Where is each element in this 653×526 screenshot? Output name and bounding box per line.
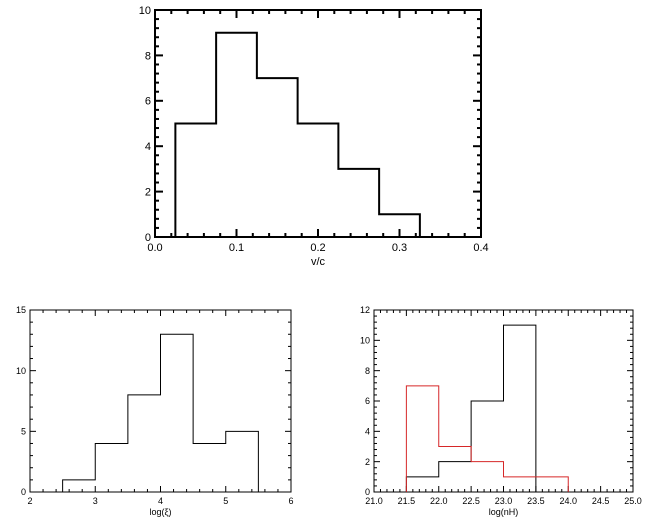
- x-tick-label: 23.0: [495, 496, 513, 506]
- velocity-histogram-series-0-bar: [216, 33, 257, 237]
- nh-histogram-panel: 21.0 21.5 22.0 22.5 23.0 23.5 24.0 24.5 25.0 0 2 4 6…: [360, 305, 642, 517]
- nh-histogram-series-0-bar: [504, 325, 536, 492]
- y-tick-label: 0: [21, 487, 26, 497]
- x-tick-label: 25.0: [624, 496, 642, 506]
- velocity-histogram-series-0-outline: [174, 31, 421, 237]
- x-tick-label: 2: [27, 496, 32, 506]
- xi-histogram-series-0-bar: [226, 431, 259, 492]
- xi-histogram-series-0-outline: [62, 333, 259, 492]
- x-tick-label: 24.5: [592, 496, 610, 506]
- y-tick-label: 12: [360, 305, 370, 315]
- x-tick-label: 0.4: [473, 242, 488, 254]
- x-tick-label: 22.5: [462, 496, 480, 506]
- y-tick-label: 6: [365, 396, 370, 406]
- nh-histogram-series-0-outline: [405, 324, 537, 492]
- x-tick-label: 5: [223, 496, 228, 506]
- nh-histogram-series-1-bar: [504, 477, 536, 492]
- nh-histogram-series-1-bar: [536, 477, 568, 492]
- xi-histogram-series-0-bar: [161, 334, 194, 492]
- x-tick-label: 0.2: [310, 242, 325, 254]
- xi-histogram-series-0-bar: [128, 395, 161, 492]
- y-tick-label: 5: [21, 426, 26, 436]
- x-tick-label: 0.0: [147, 242, 162, 254]
- x-tick-label: 21.0: [365, 496, 383, 506]
- y-tick-label: 6: [145, 96, 151, 108]
- x-axis-title: log(nH): [489, 507, 519, 517]
- y-tick-label: 4: [145, 141, 151, 153]
- x-tick-label: 0.1: [229, 242, 244, 254]
- xi-histogram-series-0-bar: [95, 443, 128, 492]
- x-tick-label: 22.0: [430, 496, 448, 506]
- nh-histogram-series-1-bar: [439, 447, 471, 493]
- x-tick-label: 0.3: [392, 242, 407, 254]
- velocity-histogram-series-0-bar: [257, 78, 298, 237]
- y-tick-label: 4: [365, 426, 370, 436]
- xi-histogram-panel: 2 3 4 5 6 0 5 10 15 log(ξ): [16, 305, 294, 517]
- x-tick-label: 4: [158, 496, 163, 506]
- y-tick-label: 8: [365, 366, 370, 376]
- y-tick-label: 2: [145, 186, 151, 198]
- nh-histogram-series-1-bar: [471, 462, 503, 492]
- y-tick-label: 10: [139, 5, 151, 17]
- x-axis-title: v/c: [311, 256, 326, 268]
- velocity-histogram-series-0-bar: [298, 124, 339, 238]
- xi-histogram-series-0-bar: [193, 443, 226, 492]
- xi-histogram-series-0-bar: [63, 480, 96, 492]
- x-tick-label: 3: [93, 496, 98, 506]
- nh-histogram-series-1-bar: [406, 386, 438, 492]
- velocity-histogram-series-0-bar: [175, 124, 216, 238]
- y-tick-label: 0: [145, 232, 151, 244]
- velocity-histogram-series-0-bar: [338, 169, 379, 237]
- x-tick-label: 24.0: [559, 496, 577, 506]
- velocity-histogram-panel: 0.0 0.1 0.2 0.3 0.4 0 2 4 6 8 10 v/c: [139, 5, 489, 268]
- y-tick-label: 10: [16, 366, 26, 376]
- y-tick-label: 15: [16, 305, 26, 315]
- x-tick-label: 23.5: [527, 496, 545, 506]
- y-tick-label: 2: [365, 457, 370, 467]
- y-tick-label: 8: [145, 50, 151, 62]
- y-tick-label: 0: [365, 487, 370, 497]
- nh-histogram-series-1-outline: [405, 385, 569, 492]
- velocity-histogram-series-0-bar: [379, 214, 420, 237]
- x-axis-title: log(ξ): [149, 507, 171, 517]
- y-tick-label: 10: [360, 335, 370, 345]
- x-tick-label: 6: [288, 496, 293, 506]
- x-tick-label: 21.5: [398, 496, 416, 506]
